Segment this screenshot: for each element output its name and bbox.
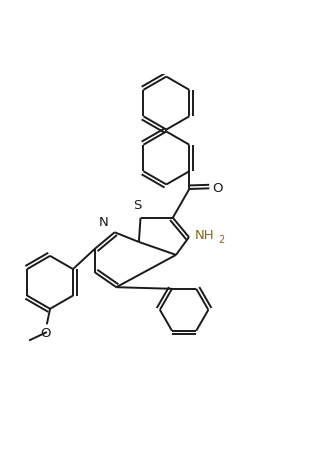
Text: O: O xyxy=(213,182,223,195)
Text: N: N xyxy=(99,216,109,229)
Text: NH: NH xyxy=(195,229,214,242)
Text: 2: 2 xyxy=(218,236,224,245)
Text: S: S xyxy=(133,199,141,212)
Text: O: O xyxy=(40,327,50,340)
